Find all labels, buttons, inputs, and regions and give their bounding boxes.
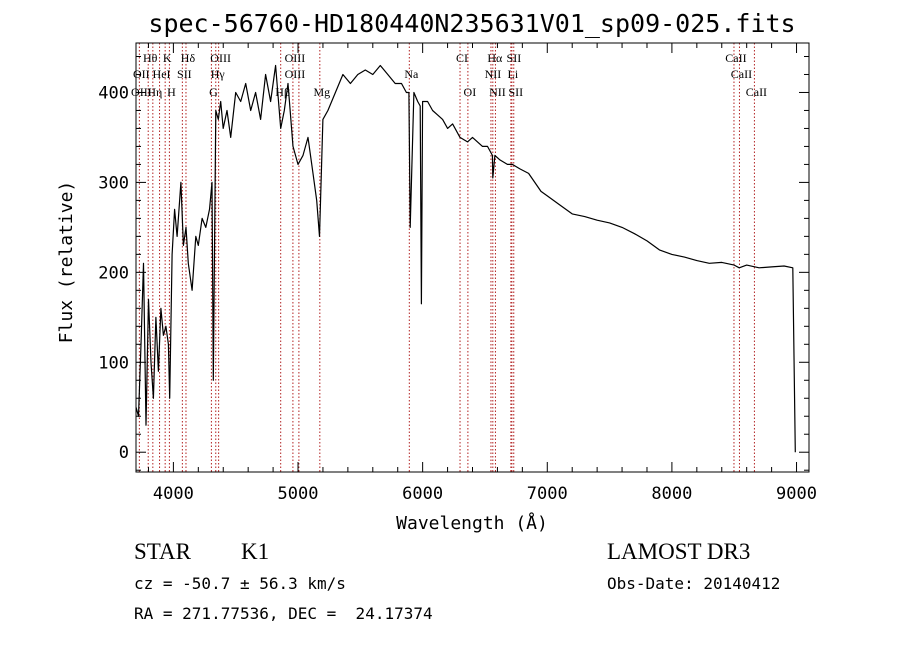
x-tick-label-1: 5000 xyxy=(278,484,319,504)
y-tick-label-3: 300 xyxy=(98,173,129,193)
chart-title: spec-56760-HD180440N235631V01_sp09-025.f… xyxy=(148,9,795,38)
line-label-16: Li xyxy=(508,67,519,81)
x-tick-label-5: 9000 xyxy=(776,484,817,504)
x-tick-label-0: 4000 xyxy=(153,484,194,504)
line-label-3: OIII xyxy=(210,51,231,65)
x-tick-label-4: 8000 xyxy=(651,484,692,504)
y-tick-label-2: 200 xyxy=(98,263,129,283)
line-label-6: Hα xyxy=(487,51,503,65)
line-label-21: G xyxy=(209,85,218,99)
line-label-0: Hθ xyxy=(143,51,158,65)
line-label-8: CaII xyxy=(725,51,746,65)
line-label-15: NII xyxy=(485,67,502,81)
line-label-20: H xyxy=(167,85,176,99)
spectrum-line xyxy=(136,66,795,453)
line-marker-layer xyxy=(139,43,754,472)
line-label-25: NII xyxy=(489,85,506,99)
line-label-19: Hη xyxy=(147,85,162,99)
line-label-23: Mg xyxy=(313,85,330,99)
line-label-7: SII xyxy=(507,51,522,65)
y-tick-label-0: 0 xyxy=(119,443,129,463)
line-label-22: Hβ xyxy=(275,85,290,99)
line-label-1: K xyxy=(163,51,172,65)
x-tick-label-3: 7000 xyxy=(527,484,568,504)
line-label-5: CI xyxy=(456,51,468,65)
object-subclass: K1 xyxy=(241,539,269,565)
line-label-27: CaII xyxy=(746,85,767,99)
x-axis-label: Wavelength (Å) xyxy=(396,512,548,534)
line-label-24: OI xyxy=(464,85,477,99)
line-label-2: Hδ xyxy=(181,51,196,65)
line-label-4: OIII xyxy=(285,51,306,65)
survey-name: LAMOST DR3 xyxy=(607,539,750,565)
y-axis: 0 100 200 300 400 xyxy=(98,56,809,470)
y-axis-label: Flux (relative) xyxy=(56,181,77,344)
plot-frame xyxy=(136,43,809,472)
line-label-13: OIII xyxy=(285,67,306,81)
line-label-17: CaII xyxy=(731,67,752,81)
spectrum-layer xyxy=(136,66,795,453)
x-axis: 4000 5000 6000 7000 8000 9000 xyxy=(148,43,817,504)
y-tick-label-1: 100 xyxy=(98,353,129,373)
line-label-11: SII xyxy=(177,67,192,81)
line-label-12: Hγ xyxy=(211,67,226,81)
obs-date: Obs-Date: 20140412 xyxy=(607,574,780,593)
line-label-10: HeI xyxy=(153,67,171,81)
coordinates-text: RA = 271.77536, DEC = 24.17374 xyxy=(134,604,433,623)
object-class: STAR xyxy=(134,539,191,565)
line-label-26: SII xyxy=(508,85,523,99)
x-tick-label-2: 6000 xyxy=(402,484,443,504)
redshift-text: cz = -50.7 ± 56.3 km/s xyxy=(134,574,346,593)
line-label-14: Na xyxy=(404,67,419,81)
y-tick-label-4: 400 xyxy=(98,83,129,103)
